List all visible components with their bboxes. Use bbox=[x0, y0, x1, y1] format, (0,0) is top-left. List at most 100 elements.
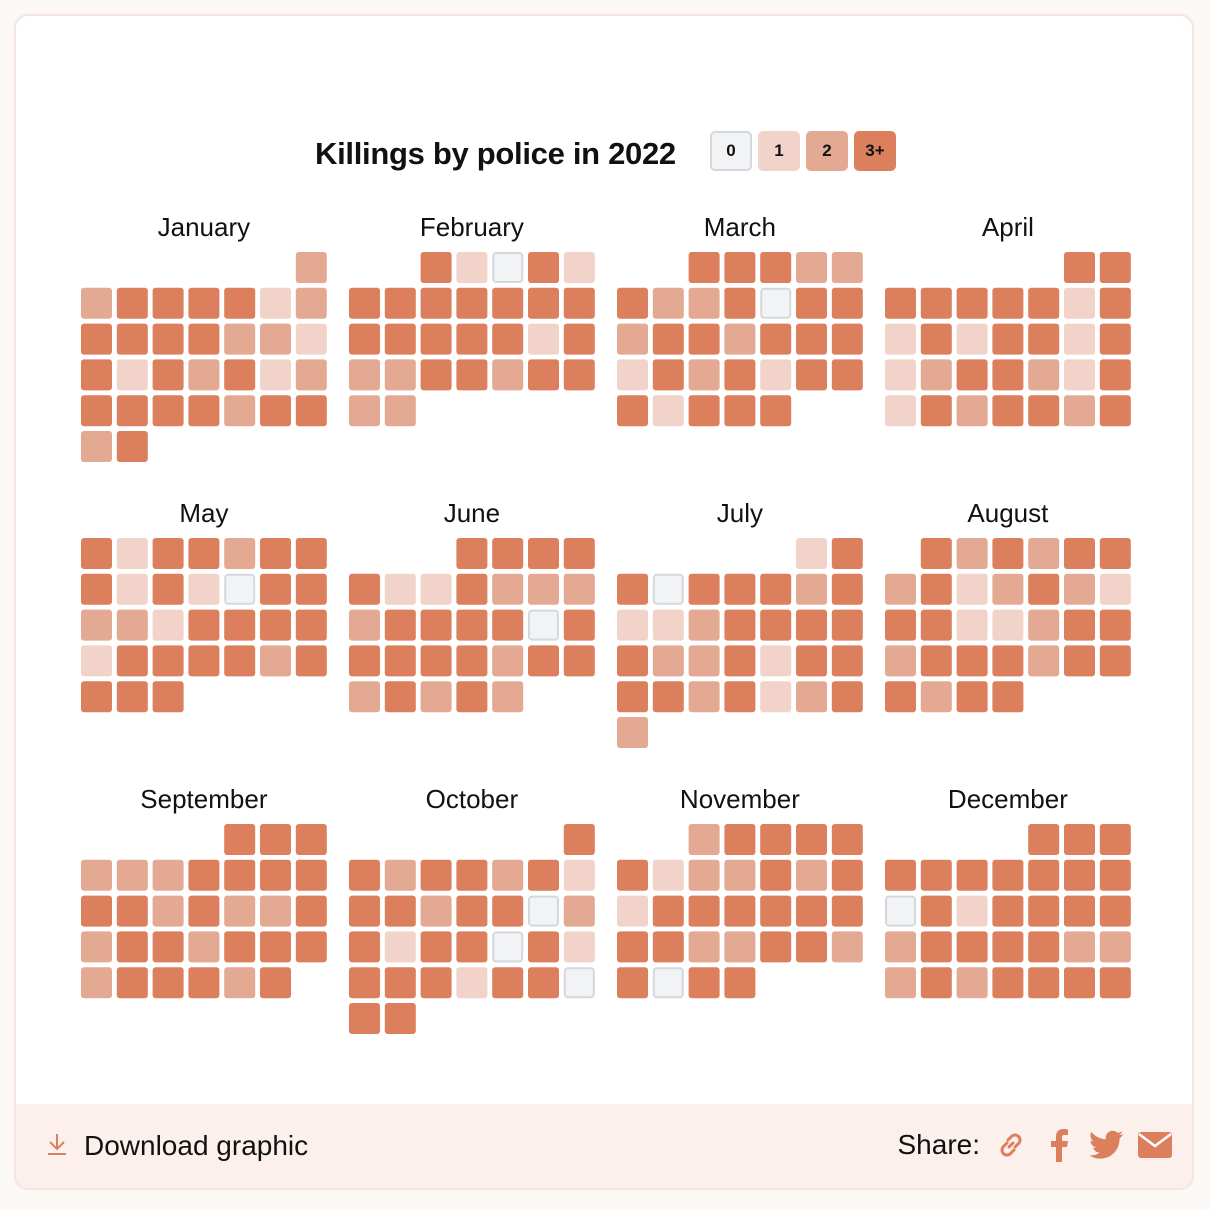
day-cell-september-22 bbox=[224, 931, 256, 963]
day-cell-december-6 bbox=[956, 859, 988, 891]
download-graphic-button[interactable]: Download graphic bbox=[46, 1130, 308, 1162]
day-cell-february-5 bbox=[563, 252, 595, 283]
day-cell-april-23 bbox=[1099, 359, 1131, 391]
download-label: Download graphic bbox=[84, 1130, 309, 1161]
day-cell-august-26 bbox=[1064, 645, 1095, 677]
facebook-icon[interactable] bbox=[1042, 1128, 1076, 1162]
day-cell-march-8 bbox=[688, 287, 720, 319]
day-cell-october-25 bbox=[420, 967, 452, 999]
day-cell-april-21 bbox=[1028, 359, 1060, 391]
day-cell-august-21 bbox=[885, 645, 916, 677]
day-cell-august-16 bbox=[956, 609, 988, 641]
day-cell-september-19 bbox=[116, 931, 148, 963]
day-cell-april-10 bbox=[885, 323, 916, 355]
day-cell-november-23 bbox=[724, 931, 756, 963]
day-cell-april-2 bbox=[1099, 252, 1131, 283]
graphic-card: Killings by police in 2022 0 1 2 3+ Janu… bbox=[14, 14, 1194, 1190]
day-cell-november-13 bbox=[617, 895, 648, 927]
day-cell-october-11 bbox=[420, 895, 452, 927]
day-cell-july-30 bbox=[831, 681, 863, 713]
day-cell-august-29 bbox=[920, 681, 952, 713]
day-cell-april-15 bbox=[1064, 323, 1095, 355]
day-cell-july-1 bbox=[796, 538, 827, 569]
day-cell-june-12 bbox=[349, 609, 380, 641]
day-cell-january-8 bbox=[295, 287, 327, 319]
day-cell-december-25 bbox=[885, 967, 916, 999]
day-cell-december-13 bbox=[956, 895, 988, 927]
day-cell-october-6 bbox=[492, 859, 524, 891]
day-cell-january-11 bbox=[152, 323, 184, 355]
day-cell-may-25 bbox=[188, 645, 220, 677]
day-cell-july-18 bbox=[652, 645, 684, 677]
day-cell-february-18 bbox=[528, 323, 559, 355]
day-cell-may-5 bbox=[224, 538, 256, 569]
day-cell-october-5 bbox=[456, 859, 488, 891]
month-label-july: July bbox=[717, 498, 763, 528]
day-cell-april-22 bbox=[1064, 359, 1095, 391]
day-cell-june-14 bbox=[420, 609, 452, 641]
day-cell-april-28 bbox=[1028, 395, 1060, 427]
month-label-january: January bbox=[158, 212, 251, 242]
calendar-heatmap: January February March April May June July Augu… bbox=[81, 212, 1131, 1034]
day-cell-march-4 bbox=[796, 252, 827, 283]
day-cell-july-26 bbox=[688, 681, 720, 713]
day-cell-january-17 bbox=[116, 359, 148, 391]
day-cell-january-15 bbox=[295, 323, 327, 355]
day-cell-february-8 bbox=[420, 287, 452, 319]
day-cell-june-15 bbox=[456, 609, 488, 641]
day-cell-june-21 bbox=[420, 645, 452, 677]
day-cell-april-6 bbox=[992, 287, 1024, 319]
day-cell-april-17 bbox=[885, 359, 916, 391]
day-cell-march-19 bbox=[831, 323, 863, 355]
day-cell-january-23 bbox=[81, 395, 112, 427]
day-cell-june-19 bbox=[349, 645, 380, 677]
day-cell-august-9 bbox=[956, 573, 988, 605]
day-cell-august-27 bbox=[1099, 645, 1131, 677]
day-cell-december-19 bbox=[920, 931, 952, 963]
day-cell-july-28 bbox=[760, 681, 792, 713]
day-cell-may-31 bbox=[152, 681, 184, 713]
day-cell-may-22 bbox=[81, 645, 112, 677]
day-cell-april-26 bbox=[956, 395, 988, 427]
day-cell-december-15 bbox=[1028, 895, 1060, 927]
day-cell-october-19 bbox=[456, 931, 488, 963]
day-cell-december-21 bbox=[992, 931, 1024, 963]
email-icon[interactable] bbox=[1138, 1128, 1172, 1162]
day-cell-april-13 bbox=[992, 323, 1024, 355]
month-label-february: February bbox=[420, 212, 524, 242]
twitter-icon[interactable] bbox=[1090, 1128, 1124, 1162]
day-cell-september-27 bbox=[152, 967, 184, 999]
day-cell-july-13 bbox=[724, 609, 756, 641]
day-cell-april-18 bbox=[920, 359, 952, 391]
day-cell-april-4 bbox=[920, 287, 952, 319]
day-cell-may-1 bbox=[81, 538, 112, 569]
day-cell-january-3 bbox=[116, 287, 148, 319]
day-cell-march-22 bbox=[688, 359, 720, 391]
day-cell-november-12 bbox=[831, 859, 863, 891]
day-cell-september-23 bbox=[260, 931, 291, 963]
day-cell-june-5 bbox=[349, 573, 380, 605]
day-cell-november-6 bbox=[617, 859, 648, 891]
link-icon[interactable] bbox=[994, 1128, 1028, 1162]
day-cell-november-21 bbox=[652, 931, 684, 963]
day-cell-june-8 bbox=[456, 573, 488, 605]
day-cell-august-25 bbox=[1028, 645, 1060, 677]
day-cell-october-16 bbox=[349, 931, 380, 963]
day-cell-june-7 bbox=[420, 573, 452, 605]
day-cell-october-17 bbox=[384, 931, 416, 963]
day-cell-march-15 bbox=[688, 323, 720, 355]
day-cell-september-26 bbox=[116, 967, 148, 999]
day-cell-july-31 bbox=[617, 717, 648, 748]
day-cell-august-24 bbox=[992, 645, 1024, 677]
day-cell-august-3 bbox=[992, 538, 1024, 569]
day-cell-november-4 bbox=[796, 824, 827, 855]
day-cell-march-24 bbox=[760, 359, 792, 391]
day-cell-february-28 bbox=[384, 395, 416, 427]
day-cell-march-20 bbox=[617, 359, 648, 391]
day-cell-february-16 bbox=[456, 323, 488, 355]
day-cell-january-21 bbox=[260, 359, 291, 391]
day-cell-december-22 bbox=[1028, 931, 1060, 963]
day-cell-may-18 bbox=[188, 609, 220, 641]
chart-title: Killings by police in 2022 bbox=[315, 136, 676, 171]
day-cell-july-20 bbox=[724, 645, 756, 677]
